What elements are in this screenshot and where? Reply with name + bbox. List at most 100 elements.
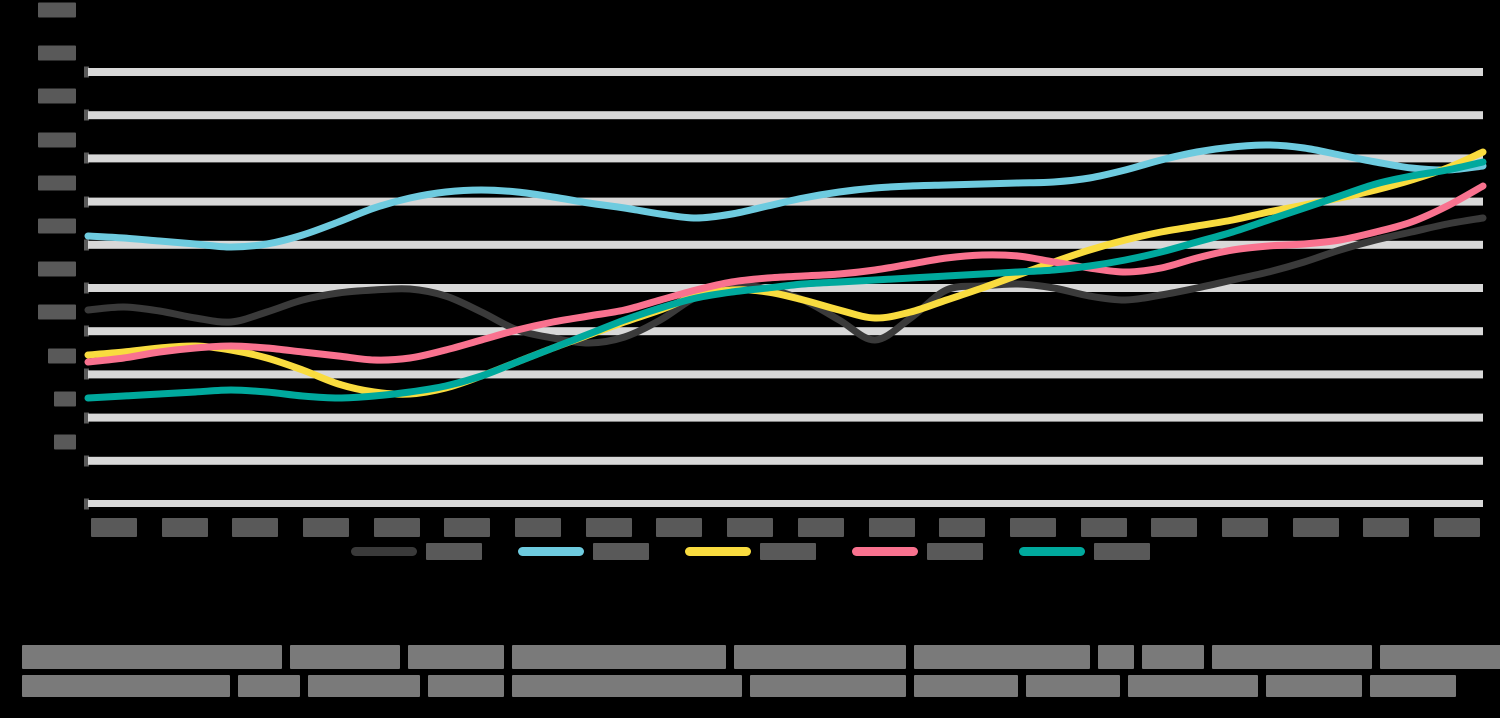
legend-item-4[interactable] xyxy=(851,543,983,560)
legend-item-1[interactable] xyxy=(350,543,482,560)
redacted-text xyxy=(38,88,76,104)
plot-area xyxy=(84,62,1487,507)
y-axis-tick-mark xyxy=(84,239,89,251)
series-line-3 xyxy=(84,148,1487,398)
x-axis-tick-label xyxy=(1080,518,1127,537)
legend-item-2[interactable] xyxy=(517,543,649,560)
gridline xyxy=(88,154,1483,163)
redacted-text xyxy=(1434,518,1480,537)
legend-item-label xyxy=(926,543,983,560)
redacted-text xyxy=(308,675,420,697)
redacted-text xyxy=(38,2,76,18)
x-axis-tick-label xyxy=(1363,518,1410,537)
redacted-text xyxy=(914,645,1090,669)
redacted-text xyxy=(425,543,482,560)
redacted-text xyxy=(1380,645,1500,669)
redacted-text xyxy=(54,391,76,407)
redacted-text xyxy=(656,518,703,537)
redacted-text xyxy=(1128,675,1258,697)
redacted-text xyxy=(727,518,774,537)
y-axis-tick-label xyxy=(48,348,76,364)
redacted-text xyxy=(1098,645,1134,669)
gridline xyxy=(88,111,1483,120)
redacted-text xyxy=(734,645,906,669)
y-axis-tick-label xyxy=(38,88,76,104)
redacted-text xyxy=(161,518,208,537)
y-axis-tick-mark xyxy=(84,282,89,294)
gridline xyxy=(88,500,1483,507)
legend-color-swatch xyxy=(350,547,417,556)
y-axis-labels xyxy=(0,0,88,520)
y-axis-tick-mark xyxy=(84,196,89,208)
redacted-text xyxy=(303,518,350,537)
y-axis-tick-label xyxy=(54,434,76,450)
redacted-text xyxy=(515,518,562,537)
redacted-text xyxy=(1080,518,1127,537)
redacted-text xyxy=(238,675,300,697)
x-axis-tick-label xyxy=(1292,518,1339,537)
redacted-text xyxy=(512,675,742,697)
gridline xyxy=(88,68,1483,76)
redacted-text xyxy=(592,543,649,560)
y-axis-tick-label xyxy=(38,304,76,320)
legend-item-label xyxy=(759,543,816,560)
redacted-text xyxy=(38,261,76,277)
x-axis-tick-label xyxy=(868,518,915,537)
x-axis-tick-label xyxy=(656,518,703,537)
legend-item-label xyxy=(592,543,649,560)
y-axis-tick-mark xyxy=(84,152,89,164)
series-line-4 xyxy=(84,182,1487,366)
x-axis-tick-label xyxy=(444,518,491,537)
y-axis-tick-label xyxy=(38,261,76,277)
x-axis-tick-label xyxy=(303,518,350,537)
y-axis-tick-mark xyxy=(84,455,89,467)
gridline xyxy=(88,327,1483,336)
legend-item-3[interactable] xyxy=(684,543,816,560)
x-axis-tick-label xyxy=(1009,518,1056,537)
redacted-text xyxy=(232,518,279,537)
redacted-text xyxy=(1009,518,1056,537)
x-axis-tick-label xyxy=(232,518,279,537)
redacted-text xyxy=(1292,518,1339,537)
caption-line-2 xyxy=(22,675,1462,697)
redacted-text xyxy=(1221,518,1268,537)
redacted-text xyxy=(1142,645,1204,669)
x-axis-tick-label xyxy=(1434,518,1480,537)
redacted-text xyxy=(48,348,76,364)
redacted-text xyxy=(444,518,491,537)
caption-line-1 xyxy=(22,645,1500,669)
x-axis-tick-label xyxy=(727,518,774,537)
legend-color-swatch xyxy=(684,547,751,556)
redacted-text xyxy=(1363,518,1410,537)
chart-legend xyxy=(0,543,1500,560)
redacted-text xyxy=(1370,675,1456,697)
redacted-text xyxy=(750,675,906,697)
redacted-text xyxy=(1212,645,1372,669)
legend-color-swatch xyxy=(1018,547,1085,556)
x-axis-tick-label xyxy=(1221,518,1268,537)
y-axis-tick-label xyxy=(38,2,76,18)
legend-item-5[interactable] xyxy=(1018,543,1150,560)
redacted-text xyxy=(926,543,983,560)
redacted-text xyxy=(759,543,816,560)
y-axis-tick-mark xyxy=(84,412,89,424)
y-axis-tick-mark xyxy=(84,109,89,121)
redacted-text xyxy=(428,675,504,697)
y-axis-tick-label xyxy=(38,45,76,61)
redacted-text xyxy=(1093,543,1150,560)
gridline xyxy=(88,240,1483,249)
x-axis-tick-label xyxy=(585,518,632,537)
y-axis-tick-label xyxy=(38,175,76,191)
redacted-text xyxy=(914,675,1018,697)
y-axis-tick-mark xyxy=(84,66,89,78)
series-line-2 xyxy=(84,141,1487,251)
redacted-text xyxy=(373,518,420,537)
y-axis-tick-label xyxy=(54,391,76,407)
figure-caption xyxy=(22,645,1500,703)
redacted-text xyxy=(512,645,726,669)
redacted-text xyxy=(22,645,282,669)
y-axis-tick-label xyxy=(38,218,76,234)
y-axis-tick-label xyxy=(38,132,76,148)
x-axis-labels xyxy=(88,515,1483,541)
